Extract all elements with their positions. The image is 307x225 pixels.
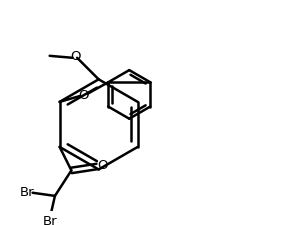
Text: O: O bbox=[98, 159, 108, 172]
Text: O: O bbox=[79, 90, 89, 102]
Text: Br: Br bbox=[19, 186, 34, 199]
Text: Br: Br bbox=[43, 215, 57, 225]
Text: O: O bbox=[71, 50, 81, 63]
